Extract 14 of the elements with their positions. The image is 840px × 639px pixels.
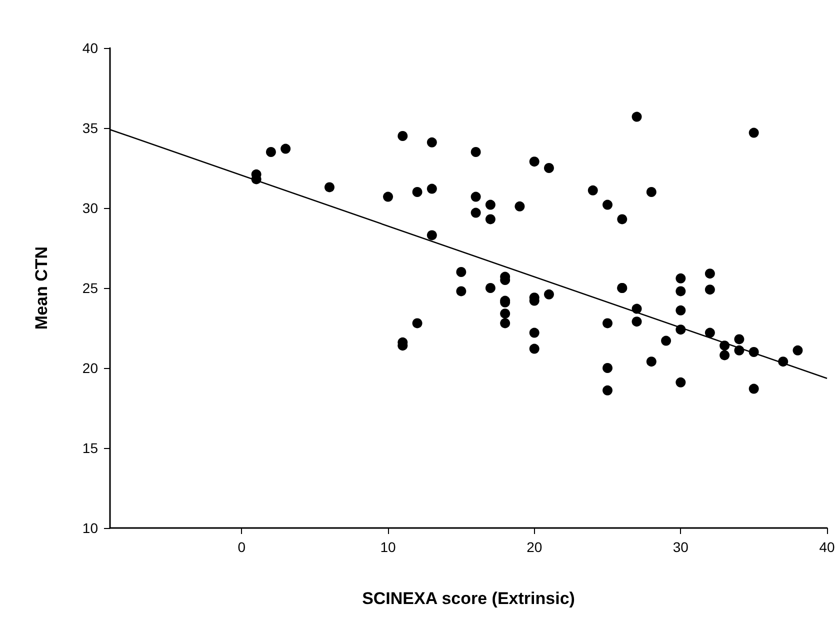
y-tick-label: 40: [82, 40, 98, 56]
x-tick-label: 0: [238, 539, 246, 555]
y-tick-label: 25: [82, 280, 98, 296]
y-tick-label: 10: [82, 520, 98, 536]
x-tick-label: 20: [526, 539, 542, 555]
y-tick-label: 20: [82, 360, 98, 376]
x-axis-title: SCINEXA score (Extrinsic): [362, 589, 575, 608]
y-axis-title: Mean CTN: [32, 246, 51, 330]
y-tick-label: 30: [82, 200, 98, 216]
x-tick-label: 30: [672, 539, 689, 555]
y-tick-label: 35: [82, 120, 98, 136]
x-tick-label: 10: [380, 539, 396, 555]
y-tick-label: 15: [82, 440, 98, 456]
x-tick-label: 40: [819, 539, 835, 555]
